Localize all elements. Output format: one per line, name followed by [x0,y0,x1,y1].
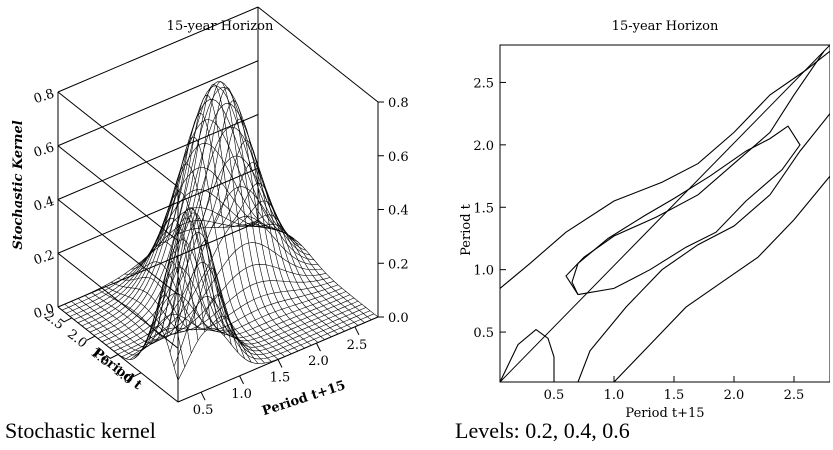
contour-x-label: Period t+15 [625,406,704,420]
contour-line-lower-outer [613,175,830,383]
contour-y-label: Period t [459,203,474,256]
z-tick-label: 0.2 [32,248,56,269]
contour-plot: 15-year Horizon 0.5 1.0 1.5 2.0 2.5 0.5 1.0 1.5… [459,19,830,420]
contour-x-tick-label: 1.5 [664,388,685,403]
z-tick-right-label: 0.0 [388,311,409,326]
wall-grid-left [57,199,179,295]
contour-line-lower-middle [577,113,830,383]
box-left-top [57,91,179,188]
contour-y-tick-label: 1.0 [473,264,494,279]
x-tick-label: 1.0 [231,387,252,402]
mesh-line-x [211,140,332,338]
x-tick [316,342,321,352]
mesh-line-x [231,200,352,329]
contour-x-tick-label: 2.0 [724,388,745,403]
mesh-line-y [117,216,319,355]
z-tick-label: 0.4 [32,194,56,215]
mesh-line-x [77,231,199,348]
surface-plot: 15-year Horizon Stochastic Kernel 0.5 1.0… [11,6,409,419]
contour-title: 15-year Horizon [612,19,719,34]
diagonal-line [499,44,830,383]
x-tick [354,326,360,336]
contour-y-tick-label: 2.5 [473,76,494,91]
mesh-line-x [197,100,319,343]
contour-x-tick-label: 0.5 [544,388,565,403]
caption-right: Levels: 0.2, 0.4, 0.6 [455,418,630,443]
wall-grid-back [57,60,259,147]
contour-frame [499,44,830,383]
contour-line-inner-loop [571,125,801,296]
box-back-top [57,6,259,93]
mesh-line-x [217,162,339,335]
surface-title: 15-year Horizon [167,19,274,34]
mesh-line-x [91,207,212,341]
z-tick-right-label: 0.2 [388,257,409,272]
mesh-line-x [124,261,245,359]
caption-left: Stochastic kernel [5,418,156,443]
contour-y-tick-label: 0.5 [473,326,494,341]
contour-y-tick-label: 2.0 [473,139,494,154]
x-tick [277,359,283,368]
mesh-line-x [204,118,325,340]
mesh-line-x [171,94,292,355]
mesh-line-x [97,217,219,338]
z-tick-right-label: 0.4 [388,204,409,219]
z-tick-label: 0.8 [32,87,56,108]
wall-grid-left [57,252,179,349]
mesh-line-x [131,241,252,363]
wall-grid-back [57,114,259,200]
contour-line-upper-outer [499,50,830,289]
mesh-line-x [71,260,192,354]
surface-axes [57,6,379,403]
mesh-line-x [104,239,225,337]
mesh-line-x [177,83,299,352]
x-tick-label: 0.5 [193,403,214,418]
wall-grid-back [57,167,259,254]
mesh-line-y [149,239,351,339]
mesh-line-x [257,220,379,318]
contour-axes: 0.5 1.0 1.5 2.0 2.5 0.5 1.0 1.5 2.0 2.5 [473,44,830,403]
y-tick [109,354,119,359]
mesh-line-x [64,294,185,368]
mesh-line-x [84,212,205,344]
contour-y-tick-label: 1.5 [473,201,494,216]
y-tick [132,372,142,378]
mesh-line-x [111,267,232,345]
mesh-line-x [184,81,305,349]
mesh-line-x [151,163,272,362]
y-tick-label: 2.0 [64,327,90,352]
mesh-line-x [164,112,285,357]
y-tick [63,317,73,323]
x-tick-label: 2.5 [347,338,368,353]
contour-x-tick-label: 1.0 [604,388,625,403]
z-tick-right-label: 0.6 [388,150,409,165]
contour-line-upper-inner [565,50,825,295]
mesh-line-x [244,224,365,323]
mesh-line-x [57,306,179,381]
mesh-line-x [157,136,279,360]
surface-mesh [57,81,379,381]
z-tick-label: 0.0 [32,302,56,323]
y-tick [86,335,96,341]
mesh-line-x [237,214,359,326]
contour-lines [499,44,830,383]
box-right-top [257,6,379,103]
surface-z-label: Stochastic Kernel [11,120,26,249]
x-tick-label: 1.5 [270,371,291,386]
wall-grid-left [57,145,179,242]
z-tick-label: 0.6 [32,140,56,161]
surface-ticks: 0.51.01.52.02.51.01.52.02.50.00.20.40.60… [32,87,409,419]
mesh-line-x [224,182,345,332]
x-tick-label: 2.0 [308,354,329,369]
mesh-line-x [191,87,312,346]
x-tick [200,391,206,401]
z-tick-right-label: 0.8 [388,96,409,111]
mesh-line-x [117,276,239,353]
x-tick [239,375,244,385]
mesh-line-x [251,222,372,321]
contour-line-bottom-left-loop [499,328,555,383]
contour-x-tick-label: 2.5 [784,388,805,403]
mesh-line-x [144,191,265,364]
